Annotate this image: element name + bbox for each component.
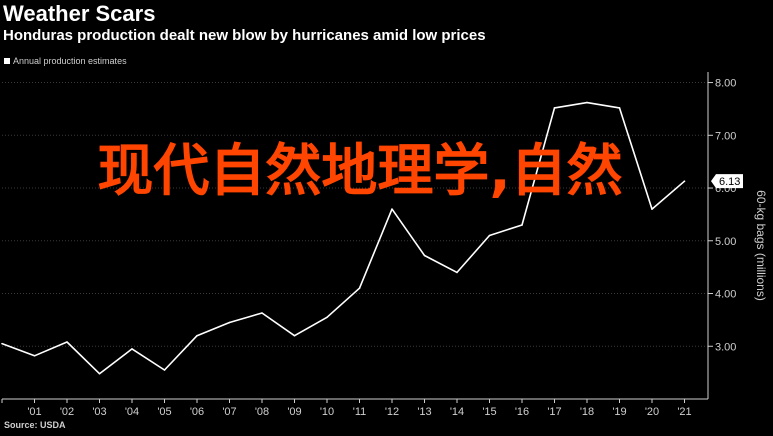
x-tick-label: '17 <box>547 406 561 418</box>
data-point <box>683 180 686 182</box>
y-tick-label: 3.00 <box>715 341 736 353</box>
data-point <box>618 107 621 109</box>
x-tick-label: '21 <box>677 406 691 418</box>
y-tick-label: 7.00 <box>715 130 736 142</box>
x-tick-label: '02 <box>60 406 74 418</box>
x-tick-label: '10 <box>320 406 334 418</box>
x-tick-label: '03 <box>92 406 106 418</box>
data-point <box>586 101 588 104</box>
x-tick-label: '07 <box>222 406 236 418</box>
data-point <box>228 321 231 324</box>
x-tick-label: '18 <box>580 406 594 418</box>
data-point <box>261 312 263 314</box>
y-tick-label: 4.00 <box>715 289 736 301</box>
x-tick-label: '01 <box>27 406 41 418</box>
x-tick-label: '11 <box>353 406 367 418</box>
last-value-box <box>711 174 743 189</box>
x-tick-label: '20 <box>645 406 659 418</box>
chart-subtitle: Honduras production dealt new blow by hu… <box>3 27 486 44</box>
data-point <box>66 341 68 343</box>
y-tick-label: 5.00 <box>715 236 736 248</box>
data-point <box>163 369 166 371</box>
data-point <box>131 348 133 350</box>
data-point <box>196 334 198 337</box>
x-tick-label: '04 <box>125 406 139 418</box>
data-point <box>651 208 653 210</box>
x-tick-label: '12 <box>385 406 399 418</box>
x-tick-label: '05 <box>157 406 171 418</box>
data-point <box>326 316 328 319</box>
x-tick-label: '09 <box>287 406 301 418</box>
data-point <box>98 372 101 375</box>
x-tick-label: '15 <box>482 406 496 418</box>
x-tick-label: '13 <box>417 406 431 418</box>
legend-swatch <box>4 58 10 64</box>
data-point <box>391 208 393 210</box>
x-tick-label: '08 <box>255 406 269 418</box>
data-point <box>521 224 523 226</box>
data-point <box>33 354 36 357</box>
data-point <box>423 254 426 257</box>
legend-label: Annual production estimates <box>13 56 127 66</box>
source-note: Source: USDA <box>4 420 66 430</box>
x-tick-label: '19 <box>612 406 626 418</box>
x-tick-label: '14 <box>450 406 464 418</box>
data-point <box>358 287 361 290</box>
legend: Annual production estimates <box>4 56 127 66</box>
y-tick-label: 8.00 <box>715 78 736 90</box>
data-point <box>488 234 491 237</box>
last-value-callout: 6.13 <box>711 174 743 189</box>
x-tick-label: '06 <box>190 406 204 418</box>
last-value-label: 6.13 <box>719 176 740 188</box>
data-point <box>1 342 3 345</box>
series-line-annual-production <box>1 101 686 375</box>
x-tick-label: '16 <box>515 406 529 418</box>
y-axis-label: 60-kg bags (millions) <box>754 190 768 301</box>
chart-title: Weather Scars <box>3 1 156 26</box>
data-point <box>456 271 458 274</box>
data-point <box>553 107 556 109</box>
data-point <box>293 334 296 337</box>
